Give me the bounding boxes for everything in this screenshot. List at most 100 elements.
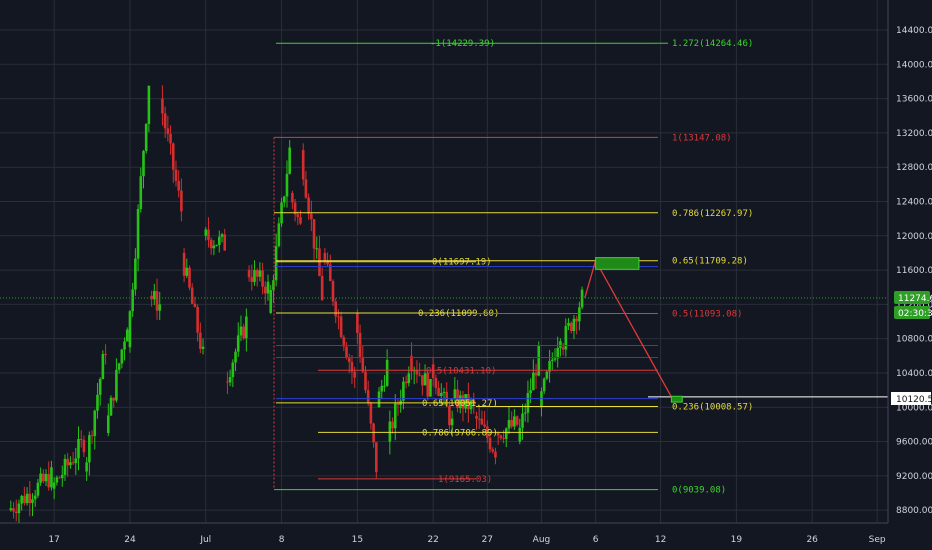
candle-body bbox=[375, 442, 378, 473]
candle-body bbox=[410, 355, 413, 372]
candle-body bbox=[521, 413, 524, 428]
candle-body bbox=[166, 128, 170, 134]
price-tick-label: 13200.00 bbox=[896, 129, 932, 139]
candle-body bbox=[177, 180, 180, 191]
candle-body bbox=[383, 385, 386, 387]
candle-body bbox=[372, 423, 375, 443]
candle-body bbox=[494, 451, 497, 458]
candle-body bbox=[567, 322, 570, 326]
candle-body bbox=[358, 333, 362, 357]
candle-body bbox=[385, 359, 389, 386]
candle-body bbox=[580, 289, 584, 308]
candle-body bbox=[31, 499, 34, 504]
target-zone[interactable] bbox=[670, 395, 683, 403]
candle-body bbox=[545, 371, 549, 379]
candle-body bbox=[553, 358, 557, 360]
candle-body bbox=[50, 467, 53, 488]
candle-body bbox=[548, 360, 551, 372]
candle-body bbox=[345, 346, 348, 359]
price-tick-label: 14400.00 bbox=[896, 26, 932, 36]
projection[interactable] bbox=[584, 257, 683, 403]
candle-body bbox=[291, 192, 294, 203]
candle-body bbox=[269, 290, 273, 313]
candle-body bbox=[464, 394, 467, 409]
candle-body bbox=[431, 364, 435, 378]
candle-body bbox=[63, 458, 67, 475]
candle-body bbox=[223, 234, 227, 251]
price-tick-label: 10000.00 bbox=[896, 403, 932, 413]
price-axis[interactable]: 14400.00 14000.00 13600.00 13200.00 12800.00… bbox=[896, 26, 932, 516]
candle-body bbox=[491, 449, 495, 452]
candle-body bbox=[44, 474, 48, 482]
candle-body bbox=[315, 248, 319, 250]
candle-body bbox=[402, 381, 405, 401]
candle-body bbox=[204, 229, 208, 236]
fib-label: 0(9039.08) bbox=[672, 486, 726, 496]
candle-body bbox=[559, 341, 562, 348]
candle-body bbox=[504, 428, 508, 439]
candle-body bbox=[323, 252, 327, 261]
candle-body bbox=[104, 353, 107, 355]
time-axis[interactable]: 17 24 Jul 8 15 22 27 Aug 6 12 19 26 Sep bbox=[48, 535, 886, 545]
candle-body bbox=[483, 424, 486, 427]
candle-body bbox=[507, 420, 511, 429]
candle-body bbox=[171, 143, 175, 170]
countdown-tag bbox=[894, 306, 930, 319]
candle-body bbox=[415, 370, 419, 375]
candle-body bbox=[150, 295, 153, 300]
candle-body bbox=[20, 495, 23, 504]
candle-body bbox=[217, 236, 221, 245]
fib-label: 0.786(9706.89) bbox=[422, 428, 498, 438]
candle-body bbox=[477, 418, 481, 420]
fib-label: -1(14229.39) bbox=[430, 39, 495, 49]
candle-body bbox=[450, 418, 454, 426]
candle-body bbox=[158, 304, 162, 311]
fib-levels[interactable]: -1(14229.39) 1.272(14264.46) 1(13147.08) 0.… bbox=[0, 39, 888, 496]
candle-body bbox=[131, 289, 134, 312]
candle-body bbox=[513, 416, 516, 427]
candle-body bbox=[502, 438, 505, 440]
candle-body bbox=[510, 420, 513, 427]
projection-path[interactable] bbox=[584, 259, 672, 398]
candle-body bbox=[421, 375, 424, 386]
target-zone[interactable] bbox=[595, 257, 640, 270]
candle-body bbox=[469, 400, 473, 410]
fib-label: 0.236(10008.57) bbox=[672, 403, 753, 413]
candle-body bbox=[193, 303, 197, 307]
candle-body bbox=[293, 202, 297, 215]
fib-label: 1.272(14264.46) bbox=[672, 39, 753, 49]
candle-body bbox=[529, 390, 532, 394]
candle-body bbox=[142, 151, 145, 177]
candle-body bbox=[561, 347, 565, 350]
candle-body bbox=[299, 217, 302, 224]
candle-body bbox=[540, 391, 543, 408]
candle-body bbox=[250, 277, 254, 282]
candle-body bbox=[125, 329, 129, 342]
candle-body bbox=[391, 421, 394, 429]
time-tick-label: 17 bbox=[48, 535, 59, 545]
candle-body bbox=[350, 362, 354, 372]
fib-label: 0.786(12267.97) bbox=[672, 209, 753, 219]
candle-body bbox=[90, 435, 94, 437]
candle-body bbox=[572, 318, 576, 331]
time-tick-label: 22 bbox=[427, 535, 438, 545]
candle-body bbox=[25, 493, 29, 504]
candle-body bbox=[207, 229, 210, 240]
candle-body bbox=[342, 337, 346, 347]
price-tick-label: 11600.00 bbox=[896, 266, 932, 276]
candle-body bbox=[36, 482, 40, 496]
candle-body bbox=[320, 276, 324, 301]
candle-body bbox=[153, 291, 156, 300]
candle-body bbox=[247, 270, 251, 278]
fib-label: 1(13147.08) bbox=[672, 133, 732, 143]
candle-body bbox=[353, 371, 356, 378]
candle-body bbox=[488, 437, 492, 450]
fib-label: 0.65(10051.27) bbox=[422, 399, 498, 409]
candle-body bbox=[242, 326, 245, 339]
candle-body bbox=[258, 270, 262, 277]
candle-body bbox=[47, 474, 51, 488]
candle-body bbox=[169, 133, 172, 144]
candle-body bbox=[33, 495, 37, 500]
